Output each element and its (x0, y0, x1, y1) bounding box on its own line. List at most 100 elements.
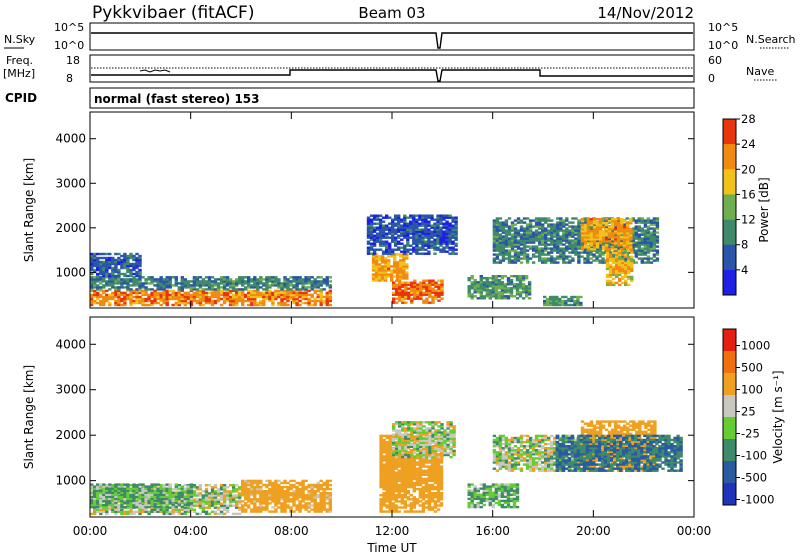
data-cell (126, 260, 130, 264)
data-cell (627, 283, 631, 287)
data-cell (244, 293, 248, 297)
data-cell (117, 262, 121, 266)
data-cell (495, 239, 500, 242)
data-cell (451, 232, 455, 235)
data-cell (604, 225, 608, 228)
data-cell (316, 487, 320, 491)
data-cell (445, 236, 449, 239)
data-cell (289, 500, 293, 503)
data-cell (646, 255, 651, 258)
data-cell (183, 280, 187, 283)
data-cell (304, 494, 308, 497)
data-cell (394, 479, 398, 483)
data-cell (515, 283, 520, 286)
data-cell (198, 504, 203, 507)
data-cell (498, 223, 503, 226)
data-cell (207, 498, 212, 501)
data-cell (241, 301, 245, 305)
data-cell (259, 485, 263, 489)
data-cell (379, 463, 383, 466)
data-cell (510, 221, 515, 224)
data-cell (256, 498, 260, 501)
data-cell (482, 281, 486, 284)
data-cell (652, 245, 657, 248)
data-cell (405, 271, 409, 274)
data-cell (525, 259, 530, 262)
data-cell (378, 228, 383, 231)
data-cell (283, 481, 287, 485)
data-cell (620, 220, 624, 223)
data-cell (385, 475, 389, 478)
data-cell (123, 299, 127, 303)
data-cell (144, 497, 148, 501)
data-cell (506, 295, 511, 298)
data-cell (495, 257, 500, 260)
data-cell (415, 228, 419, 231)
data-cell (228, 286, 233, 289)
data-cell (129, 487, 133, 490)
data-cell (159, 286, 163, 289)
data-cell (397, 485, 401, 489)
data-cell (608, 257, 613, 261)
data-cell (601, 236, 606, 239)
data-cell (114, 508, 118, 511)
data-cell (180, 293, 184, 297)
data-cell (385, 436, 389, 440)
data-cell (105, 270, 109, 274)
data-cell (392, 287, 396, 290)
data-cell (289, 280, 293, 283)
data-cell (138, 483, 142, 486)
data-cell (366, 240, 371, 243)
data-cell (298, 291, 302, 295)
data-cell (253, 301, 257, 305)
data-cell (592, 248, 597, 251)
data-cell (421, 238, 425, 241)
data-cell (573, 295, 577, 299)
data-cell (544, 239, 548, 242)
data-cell (379, 436, 383, 440)
data-cell (120, 505, 124, 509)
data-cell (387, 267, 391, 270)
data-cell (228, 484, 233, 487)
data-cell (141, 506, 145, 509)
data-cell (366, 246, 371, 249)
data-cell (96, 497, 100, 501)
data-cell (328, 498, 332, 501)
data-cell (265, 492, 269, 495)
data-cell (171, 293, 175, 297)
data-cell (328, 280, 332, 283)
data-cell (102, 487, 106, 490)
data-cell (504, 219, 509, 222)
data-cell (418, 238, 422, 241)
data-cell (198, 282, 203, 285)
data-cell (292, 492, 296, 495)
data-cell (189, 491, 194, 494)
data-cell (271, 303, 275, 307)
data-cell (643, 223, 648, 226)
data-cell (108, 499, 112, 503)
data-cell (568, 221, 572, 224)
data-cell (213, 490, 218, 493)
data-cell (388, 442, 392, 446)
data-cell (253, 487, 257, 491)
data-cell (564, 303, 568, 307)
data-cell (372, 222, 377, 225)
data-cell (250, 299, 254, 303)
data-cell (271, 295, 275, 299)
data-cell (228, 303, 233, 307)
data-cell (111, 268, 115, 272)
data-cell (105, 268, 109, 272)
data-cell (391, 475, 395, 478)
data-cell (410, 287, 414, 290)
data-cell (271, 282, 275, 285)
data-cell (397, 226, 401, 229)
data-cell (102, 268, 106, 272)
data-cell (544, 231, 548, 234)
data-cell (510, 245, 515, 248)
data-cell (580, 234, 585, 237)
data-cell (111, 510, 115, 513)
data-cell (380, 275, 385, 278)
data-cell (497, 287, 502, 290)
data-cell (385, 469, 389, 472)
data-cell (611, 238, 615, 241)
